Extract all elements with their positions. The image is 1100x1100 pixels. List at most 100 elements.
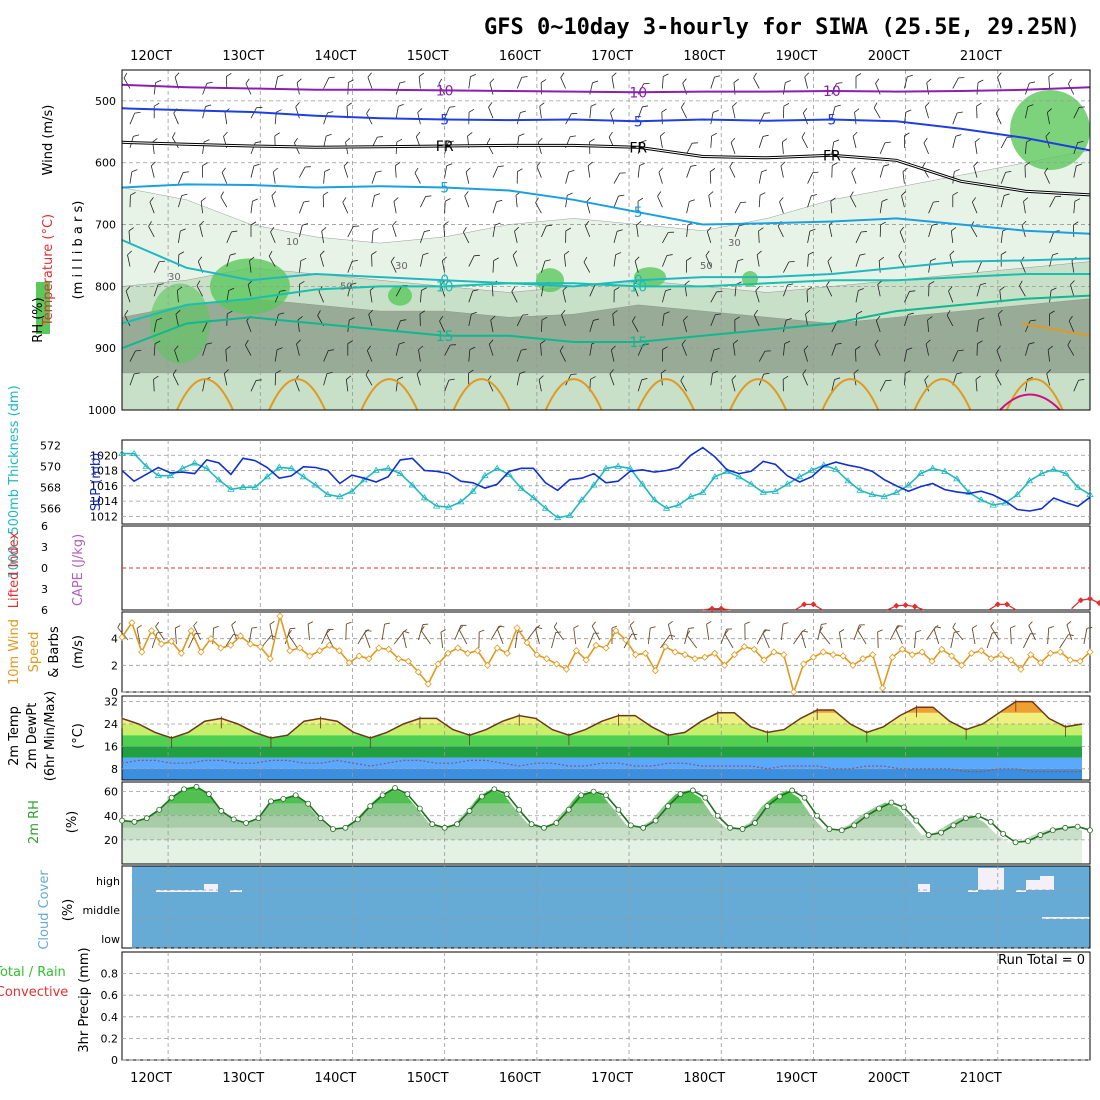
cloud-bar (978, 868, 1004, 890)
rh-line-point (268, 798, 274, 805)
wind-barb-staff (952, 350, 959, 362)
wind-barb-flag (712, 370, 718, 374)
wind-barb-icon (444, 163, 453, 178)
wind-barb-flag (665, 288, 672, 292)
wind-barb-icon (904, 312, 914, 327)
wind-barb-icon (826, 280, 833, 297)
wind-barb-flag (364, 629, 369, 634)
wind-barb-flag (715, 313, 722, 316)
wind-barb-flag (155, 79, 162, 83)
wind-barb-icon (293, 137, 300, 155)
x-tick-label-bottom: 170CT (591, 1071, 633, 1086)
wind-barb-icon (807, 171, 819, 184)
freezing-level-inner (121, 141, 1091, 196)
wind-barb-icon (174, 625, 181, 645)
wind-barb-flag (785, 80, 791, 84)
wind-barb-icon (468, 311, 477, 326)
wind-barb-icon (758, 112, 771, 125)
wind-barb-icon (974, 137, 980, 154)
rh-line-point (727, 824, 734, 831)
rh-line-point (491, 786, 498, 793)
wind-barb-staff (496, 628, 504, 645)
rh-line-point (330, 826, 336, 832)
wind-speed-line-point (572, 647, 580, 655)
wind-barb-icon (1070, 280, 1075, 297)
wind-barb-staff (875, 83, 881, 95)
wind-barb-icon (923, 137, 929, 155)
thickness-line-point (904, 481, 913, 488)
wind-barb-flag (995, 108, 1000, 114)
wind-barb-flag (811, 194, 818, 197)
wind-barb-flag (669, 634, 676, 637)
wind-speed-line-point (750, 645, 758, 653)
wind-barb-flag (374, 193, 381, 196)
wind-barb-icon (681, 339, 687, 356)
wind-speed-line-point (1046, 649, 1055, 657)
wind-barb-flag (197, 256, 203, 262)
wind-barb-flag (885, 379, 892, 382)
wind-barb-flag (125, 286, 131, 292)
x-tick-label-top: 140CT (315, 49, 357, 64)
wind-barb-icon (1067, 78, 1075, 95)
wind-barb-flag (632, 316, 636, 322)
wind-barb-staff (420, 231, 425, 244)
wind-barb-staff (683, 320, 687, 333)
wind-barb-flag (221, 167, 226, 173)
wind-barb-flag (511, 286, 516, 292)
wind-barb-flag (279, 290, 286, 292)
precip-frame (121, 951, 1091, 1061)
wind-barb-flag (784, 340, 791, 345)
wind-barb-flag (833, 139, 840, 143)
wind-barb-icon (710, 313, 722, 327)
wind-barb-staff (551, 632, 557, 649)
wind-barb-staff (323, 77, 330, 89)
wind-barb-icon (924, 102, 930, 119)
wind-barb-icon (322, 191, 329, 208)
wind-barb-flag (681, 339, 686, 345)
wind-barb-flag (641, 378, 648, 381)
wind-barb-flag (245, 339, 249, 346)
wind-speed-line-point (1017, 665, 1025, 673)
x-tick-label-top: 130CT (222, 49, 264, 64)
wind-barb-icon (997, 72, 1002, 89)
thickness-line-point (699, 488, 707, 495)
y-axis-label: Temperature (°C) (41, 214, 56, 327)
wind-barb-staff (488, 106, 494, 119)
wind-barb-icon (492, 222, 501, 237)
x-tick-label-bottom: 150CT (407, 1071, 449, 1086)
wind-barb-icon (855, 253, 866, 267)
rh-line-point (143, 815, 150, 822)
wind-barb-flag (895, 625, 900, 630)
wind-barb-flag (631, 633, 638, 636)
wind-barb-staff (342, 202, 349, 214)
wind-speed-line-point (582, 656, 590, 664)
wind-barb-flag (859, 253, 866, 256)
wind-barb-icon (299, 166, 311, 178)
wind-barb-icon (589, 103, 597, 119)
wind-barb-icon (758, 227, 764, 243)
wind-barb-flag (926, 78, 932, 83)
wind-barb-icon (511, 286, 518, 303)
wind-barb-staff (176, 290, 179, 303)
wind-barb-flag (856, 310, 863, 315)
wind-barb-flag (202, 162, 208, 166)
wind-barb-staff (613, 172, 621, 184)
wind-barb-flag (782, 375, 789, 380)
wind-barb-flag (417, 108, 423, 113)
wind-barb-flag (737, 258, 744, 262)
wind-barb-icon (831, 104, 841, 119)
wind-barb-staff (371, 172, 377, 184)
wind-barb-icon (806, 286, 813, 303)
wind-barb-icon (418, 72, 425, 89)
wind-barb-flag (1068, 78, 1072, 85)
wind-barb-icon (226, 253, 236, 267)
wind-barb-flag (724, 629, 729, 635)
rh-line-point (689, 787, 696, 794)
wind-barb-icon (323, 111, 334, 125)
wind-barb-icon (971, 625, 978, 645)
wind-barb-staff (444, 379, 450, 392)
x-tick-label-bottom: 160CT (499, 1071, 541, 1086)
wind-barb-icon (901, 191, 906, 208)
wind-barb-icon (952, 349, 964, 362)
wind-barb-icon (129, 169, 138, 184)
